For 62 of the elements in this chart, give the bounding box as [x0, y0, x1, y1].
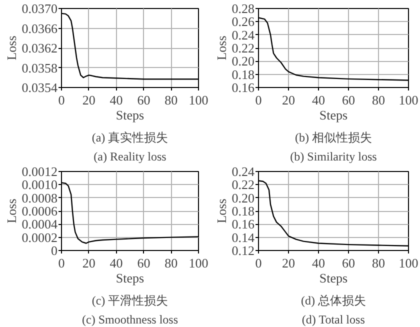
x-tick-label: 20 [282, 92, 295, 108]
y-tick-label: 0.24 [232, 27, 255, 42]
x-tick-label: 100 [188, 92, 208, 108]
y-tick-label: 0.26 [232, 14, 255, 30]
text: (b) 相似性损失 [295, 130, 372, 144]
y-tick-label: 0.20 [232, 54, 254, 69]
y-tick-label: 0.0004 [22, 216, 58, 232]
x-tick-label: 40 [312, 256, 325, 270]
x-tick-label: 20 [82, 256, 96, 270]
text: (b) Similarity loss [290, 150, 378, 164]
y-tick-label: 0.0010 [22, 177, 58, 192]
text: (a) 真实性损失 [92, 130, 168, 144]
y-tick-label: 0.20 [232, 190, 254, 206]
y-tick-label: 0.0358 [22, 60, 58, 76]
y-tick-label: 0.0012 [22, 164, 58, 179]
x-tick-label: 60 [137, 256, 150, 270]
y-tick-label: 0.0354 [22, 80, 58, 95]
x-tick-label: 40 [110, 92, 123, 108]
x-tick-label: 60 [342, 256, 355, 270]
x-tick-label: 100 [188, 256, 208, 270]
x-tick-label: 40 [312, 92, 325, 108]
x-tick-label: 20 [282, 256, 295, 270]
x-axis-title: Steps [116, 270, 144, 286]
x-tick-label: 80 [372, 256, 385, 270]
y-tick-label: 0.0362 [22, 40, 58, 56]
y-tick-label: 0.12 [232, 243, 254, 258]
y-tick-label: 0.14 [232, 230, 255, 245]
y-axis-title: Loss [4, 36, 19, 60]
y-tick-label: 0.22 [232, 40, 254, 56]
y-tick-label: 0.22 [232, 177, 254, 192]
x-tick-label: 80 [372, 92, 385, 108]
y-tick-label: 0 [51, 243, 58, 258]
text: (c) Smoothness loss [82, 312, 178, 326]
text: (d) Total loss [302, 312, 366, 326]
x-axis-title: Steps [319, 108, 348, 122]
x-axis-title: Steps [116, 108, 144, 122]
y-tick-label: 0.0002 [22, 230, 58, 245]
y-axis-title: Loss [214, 198, 229, 224]
y-tick-label: 0.16 [232, 80, 255, 95]
x-axis-title: Steps [319, 270, 348, 286]
y-tick-label: 0.16 [232, 216, 255, 232]
x-tick-label: 80 [164, 92, 178, 108]
y-tick-label: 0.18 [232, 66, 254, 82]
y-axis-title: Loss [214, 36, 229, 60]
y-tick-label: 0.0006 [22, 204, 58, 218]
y-tick-label: 0.28 [232, 1, 254, 16]
y-tick-label: 0.18 [232, 204, 254, 218]
x-tick-label: 60 [137, 92, 150, 108]
y-tick-label: 0.0366 [22, 20, 58, 36]
y-axis-title: Loss [4, 198, 19, 224]
text: (c) 平滑性损失 [92, 294, 168, 308]
x-tick-label: 80 [164, 256, 178, 270]
y-tick-label: 0.24 [232, 164, 255, 179]
x-tick-label: 40 [110, 256, 123, 270]
x-tick-label: 20 [82, 92, 96, 108]
x-tick-label: 100 [398, 92, 418, 108]
text: (d) 总体损失 [301, 294, 366, 308]
text: (a) Reality loss [94, 150, 167, 164]
x-tick-label: 100 [398, 256, 418, 270]
y-tick-label: 0.0370 [22, 1, 58, 16]
x-tick-label: 60 [342, 92, 355, 108]
y-tick-label: 0.0008 [22, 190, 58, 206]
